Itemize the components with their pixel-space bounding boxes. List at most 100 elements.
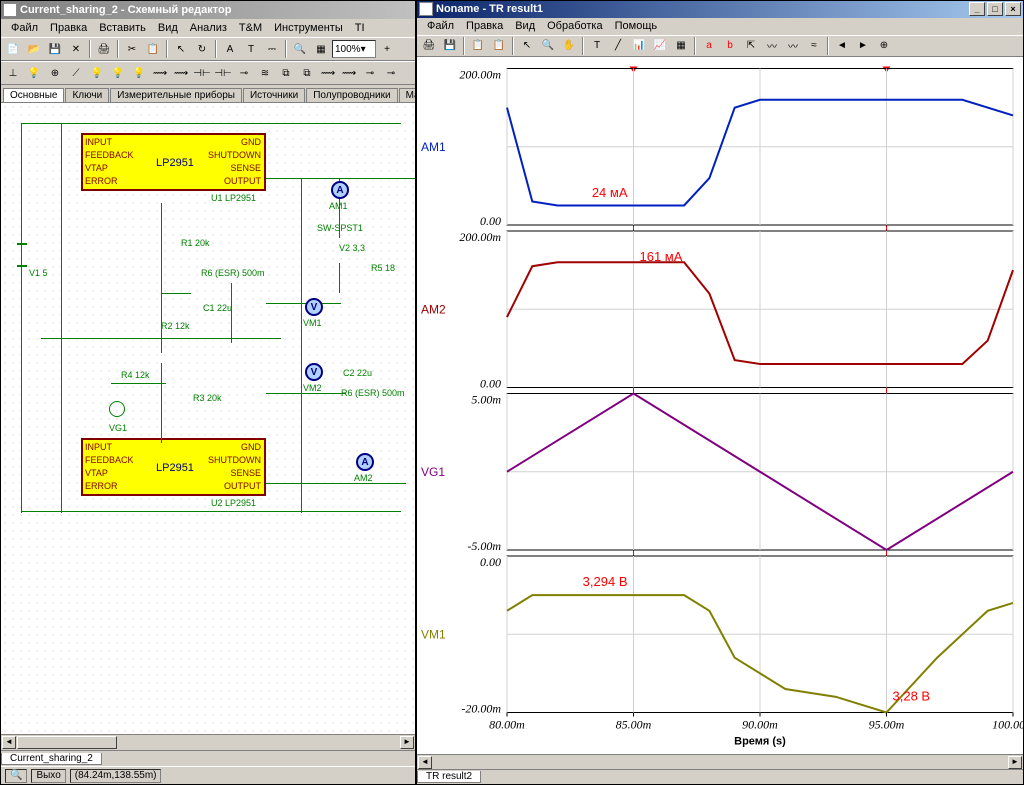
text-btn[interactable]: T [241, 39, 261, 59]
comp-19[interactable]: ⊸ [381, 63, 401, 83]
r-line[interactable]: ╱ [608, 36, 628, 56]
comp-14[interactable]: ⧉ [276, 63, 296, 83]
a-btn[interactable]: A [220, 39, 240, 59]
close-btn[interactable]: × [1005, 2, 1021, 16]
redo-btn[interactable]: ↻ [192, 39, 212, 59]
tab-switches[interactable]: Ключи [65, 88, 109, 102]
zoom-btn[interactable]: 🔍 [290, 39, 310, 59]
schematic-canvas[interactable]: LP2951INPUTFEEDBACKVTAPERRORGNDSHUTDOWNS… [1, 103, 415, 734]
maximize-btn[interactable]: □ [987, 2, 1003, 16]
r-wave3[interactable]: ≈ [804, 36, 824, 56]
comp-17[interactable]: ⟿ [339, 63, 359, 83]
vg1-source[interactable] [109, 401, 125, 417]
open-btn[interactable]: 📂 [24, 39, 44, 59]
r-print[interactable]: 🖨 [419, 36, 439, 56]
rmenu-edit[interactable]: Правка [460, 20, 509, 32]
tab-macro[interactable]: Макроэлементы Sp [399, 88, 415, 102]
r-save[interactable]: 💾 [440, 36, 460, 56]
meter-am1[interactable]: A [331, 181, 349, 199]
r-pan[interactable]: ✋ [559, 36, 579, 56]
r-next[interactable]: ► [853, 36, 873, 56]
r-prev[interactable]: ◄ [832, 36, 852, 56]
meter-am2[interactable]: A [356, 453, 374, 471]
menu-insert[interactable]: Вставить [93, 22, 152, 34]
link-btn[interactable]: ⎓ [262, 39, 282, 59]
comp-7[interactable]: 💡 [129, 63, 149, 83]
zoomin-btn[interactable]: + [377, 39, 397, 59]
comp-11[interactable]: ⊣⊢ [213, 63, 233, 83]
r-wave2[interactable]: 〰 [783, 36, 803, 56]
chart-area[interactable]: 0.00200.00mAM124 мА0.00200.00mAM2161 мА-… [417, 57, 1023, 754]
menu-file[interactable]: Файл [5, 22, 44, 34]
tab-sources[interactable]: Источники [243, 88, 305, 102]
r-chart1[interactable]: 📊 [629, 36, 649, 56]
chart-svg[interactable]: 0.00200.00mAM124 мА0.00200.00mAM2161 мА-… [417, 57, 1023, 754]
comp-3[interactable]: ⊕ [45, 63, 65, 83]
comp-6[interactable]: 💡 [108, 63, 128, 83]
right-titlebar[interactable]: Noname - TR result1 _ □ × [417, 1, 1023, 18]
comp-18[interactable]: ⊸ [360, 63, 380, 83]
rmenu-file[interactable]: Файл [421, 20, 460, 32]
r-cursor-a[interactable]: a [699, 36, 719, 56]
svg-text:200.00m: 200.00m [459, 230, 501, 244]
menu-tools[interactable]: Инструменты [268, 22, 349, 34]
comp-8[interactable]: ⟿ [150, 63, 170, 83]
rmenu-process[interactable]: Обработка [541, 20, 608, 32]
rscroll-right[interactable]: ► [1008, 756, 1022, 769]
comp-9[interactable]: ⟿ [171, 63, 191, 83]
left-titlebar[interactable]: Current_sharing_2 - Схемный редактор [1, 1, 415, 19]
r-grid[interactable]: ▦ [671, 36, 691, 56]
scroll-left-arrow[interactable]: ◄ [2, 736, 16, 749]
comp-2[interactable]: 💡 [24, 63, 44, 83]
rmenu-view[interactable]: Вид [509, 20, 541, 32]
comp-1[interactable]: ⊥ [3, 63, 23, 83]
grid-btn[interactable]: ▦ [311, 39, 331, 59]
menu-edit[interactable]: Правка [44, 22, 93, 34]
tab-basic[interactable]: Основные [3, 88, 64, 102]
menu-analysis[interactable]: Анализ [184, 22, 233, 34]
close-btn[interactable]: ✕ [66, 39, 86, 59]
r-copy[interactable]: 📋 [468, 36, 488, 56]
r-text[interactable]: T [587, 36, 607, 56]
meter-vm2[interactable]: V [305, 363, 323, 381]
tab-semi[interactable]: Полупроводники [306, 88, 397, 102]
r-copy2[interactable]: 📋 [489, 36, 509, 56]
right-hscroll[interactable]: ◄ ► [417, 754, 1023, 769]
print-btn[interactable]: 🖨 [94, 39, 114, 59]
menu-ti[interactable]: TI [349, 22, 371, 34]
comp-12[interactable]: ⊸ [234, 63, 254, 83]
pointer-btn[interactable]: ↖ [171, 39, 191, 59]
scroll-right-arrow[interactable]: ► [400, 736, 414, 749]
copy-btn[interactable]: 📋 [143, 39, 163, 59]
comp-16[interactable]: ⟿ [318, 63, 338, 83]
zoom-field[interactable]: 100%▾ [332, 40, 376, 58]
r-chart2[interactable]: 📈 [650, 36, 670, 56]
r-wave1[interactable]: 〰 [762, 36, 782, 56]
comp-13[interactable]: ≋ [255, 63, 275, 83]
r-misc[interactable]: ⊕ [874, 36, 894, 56]
rmenu-help[interactable]: Помощь [609, 20, 664, 32]
cut-btn[interactable]: ✂ [122, 39, 142, 59]
menu-tm[interactable]: T&M [233, 22, 268, 34]
comp-15[interactable]: ⧉ [297, 63, 317, 83]
comp-5[interactable]: 💡 [87, 63, 107, 83]
r-fit[interactable]: ⇱ [741, 36, 761, 56]
rdoc-tab[interactable]: TR result2 [417, 771, 481, 783]
scroll-thumb[interactable] [17, 736, 117, 749]
new-btn[interactable]: 📄 [3, 39, 23, 59]
tab-meters[interactable]: Измерительные приборы [110, 88, 242, 102]
r-cursor-b[interactable]: b [720, 36, 740, 56]
left-hscroll[interactable]: ◄ ► [1, 734, 415, 750]
meter-vm1[interactable]: V [305, 298, 323, 316]
menu-view[interactable]: Вид [152, 22, 184, 34]
v1-battery[interactable] [17, 243, 27, 267]
r-pointer[interactable]: ↖ [517, 36, 537, 56]
status-exit[interactable]: Выхо [31, 769, 65, 783]
rscroll-left[interactable]: ◄ [418, 756, 432, 769]
doc-tab-current[interactable]: Current_sharing_2 [1, 753, 102, 765]
comp-4[interactable]: ⟋ [66, 63, 86, 83]
r-zoom[interactable]: 🔍 [538, 36, 558, 56]
comp-10[interactable]: ⊣⊢ [192, 63, 212, 83]
minimize-btn[interactable]: _ [969, 2, 985, 16]
save-btn[interactable]: 💾 [45, 39, 65, 59]
